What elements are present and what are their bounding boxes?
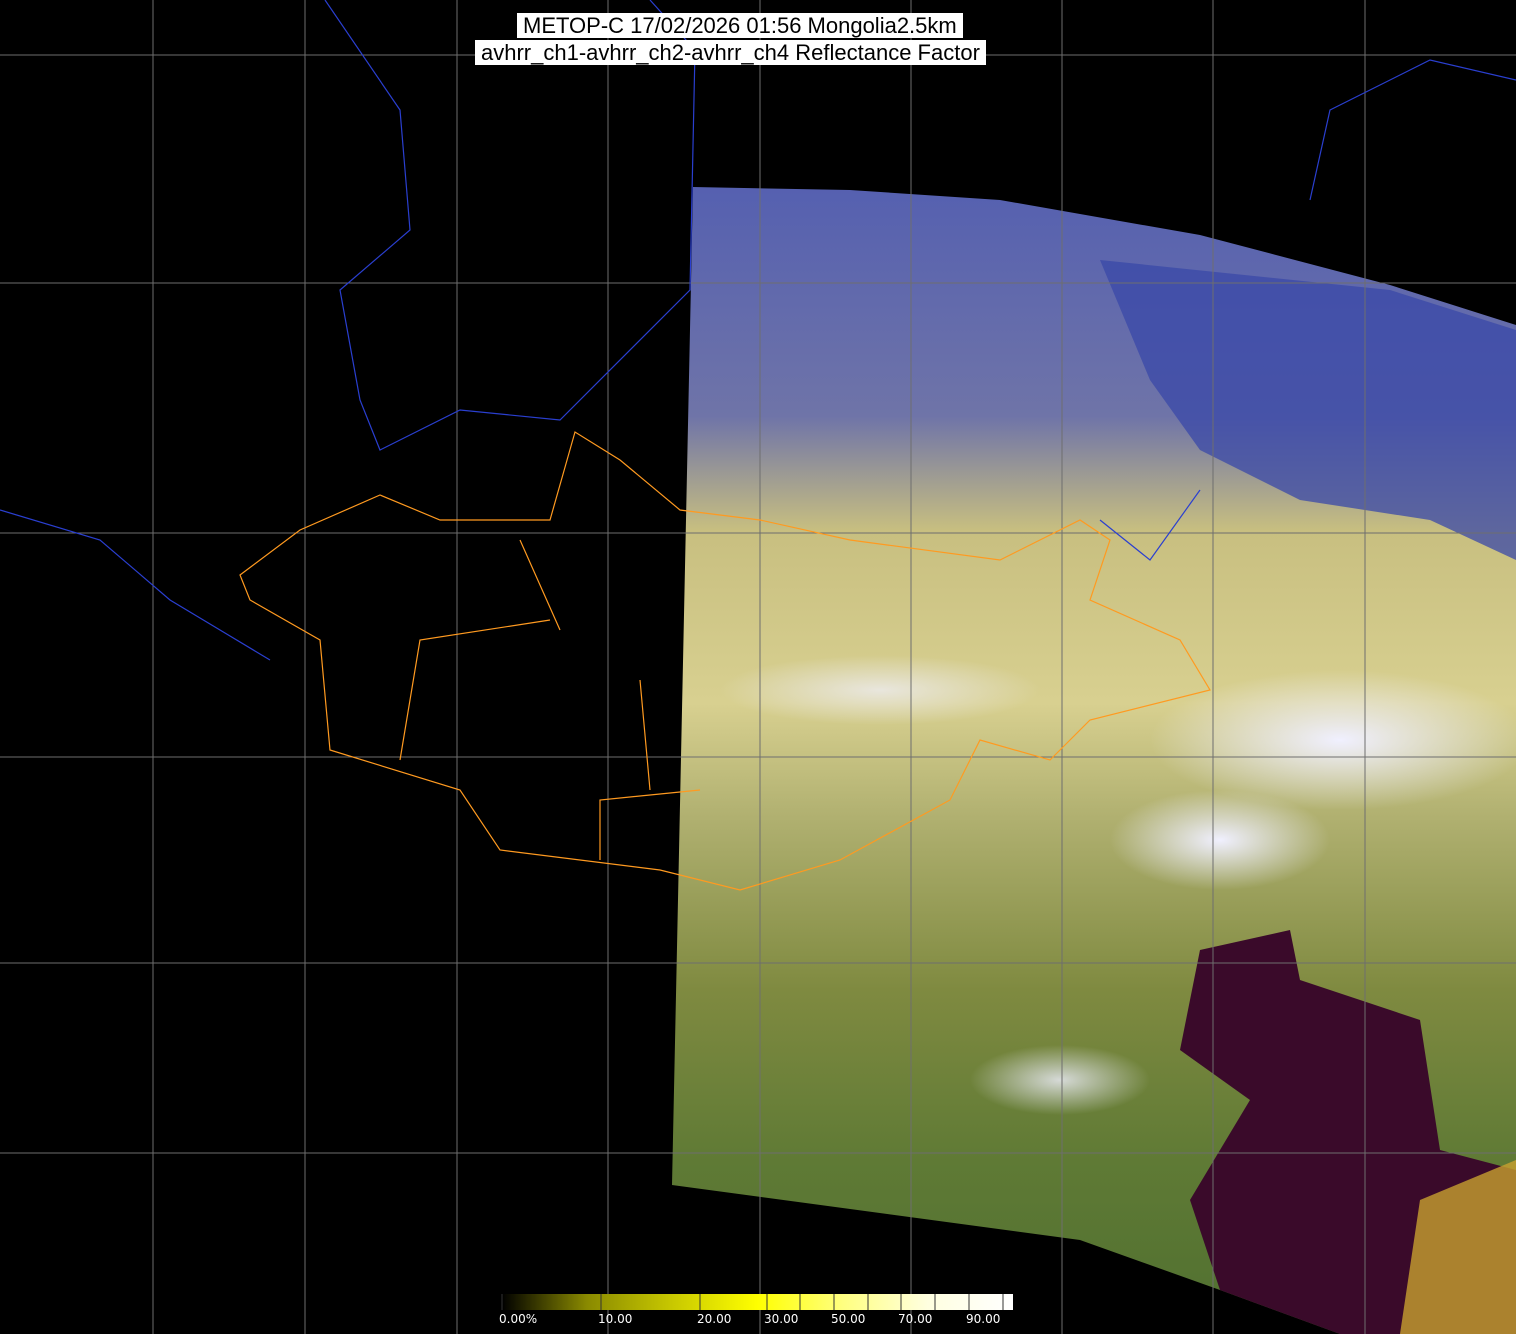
yellow-sea-glint <box>1400 1160 1516 1334</box>
cloud-band <box>720 655 1040 725</box>
cloud-patch <box>970 1045 1150 1115</box>
colorbar-label: 70.00 <box>898 1312 933 1326</box>
colorbar-label: 20.00 <box>697 1312 732 1326</box>
title-line-1: METOP-C 17/02/2026 01:56 Mongolia2.5km <box>517 13 963 38</box>
colorbar-gradient <box>502 1294 1013 1310</box>
colorbar-label: 30.00 <box>764 1312 799 1326</box>
colorbar-label: 10.00 <box>598 1312 633 1326</box>
colorbar <box>501 1294 1013 1310</box>
blue-forest-region <box>1100 260 1516 560</box>
cloud-band <box>1150 670 1516 810</box>
colorbar-label: 0.00% <box>499 1312 538 1326</box>
cloud-band <box>1110 790 1330 890</box>
province-borders <box>239 431 1211 891</box>
colorbar-label: 90.00 <box>966 1312 1001 1326</box>
colorbar-label: 50.00 <box>831 1312 866 1326</box>
title-line-2: avhrr_ch1-avhrr_ch2-avhrr_ch4 Reflectanc… <box>475 40 986 65</box>
country-border <box>0 0 1516 661</box>
